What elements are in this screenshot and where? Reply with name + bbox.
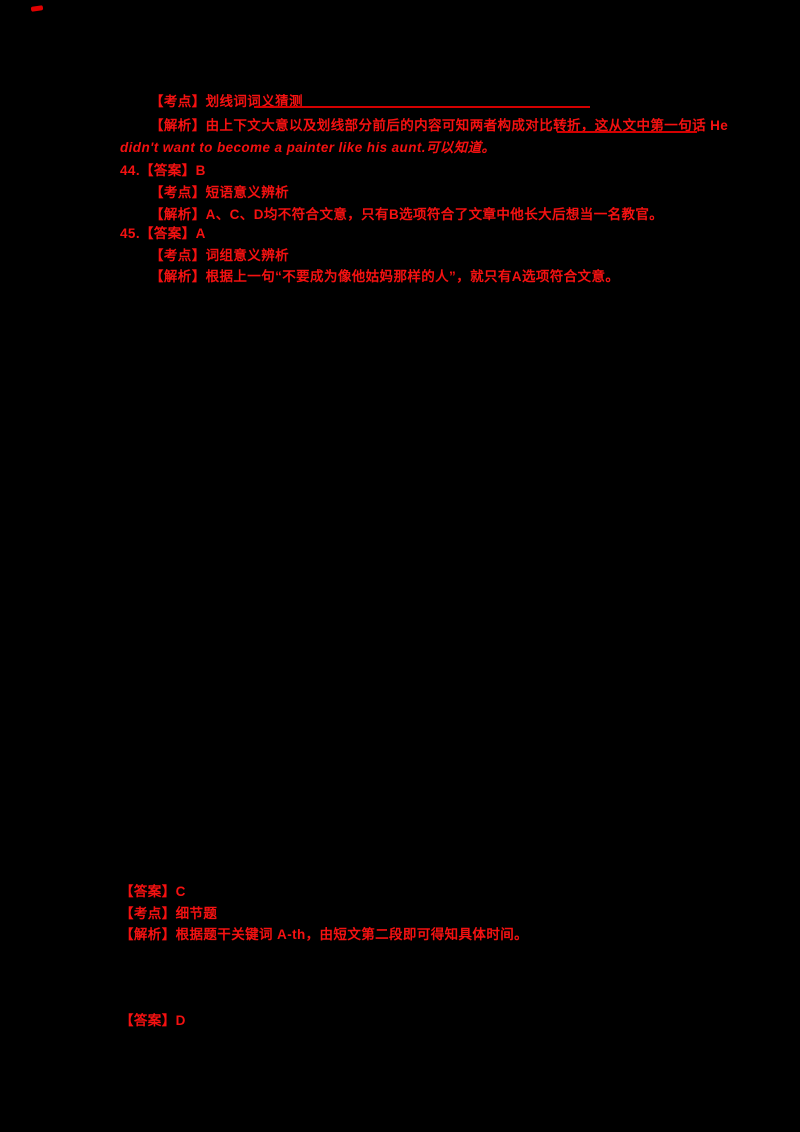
bottom-answer-line: 【答案】D	[120, 1013, 186, 1028]
q43-jiexi-line-2: didn't want to become a painter like his…	[120, 140, 496, 155]
q44-jiexi-line: 【解析】A、C、D均不符合文意，只有B选项符合了文章中他长大后想当一名教官。	[150, 207, 664, 222]
lower-answer-line: 【答案】C	[120, 884, 186, 899]
q43-jiexi-line-1: 【解析】由上下文大意以及划线部分前后的内容可知两者构成对比转折，这从文中第一句话…	[150, 118, 729, 133]
lower-jiexi-line: 【解析】根据题干关键词 A-th，由短文第二段即可得知具体时间。	[120, 927, 529, 942]
lower-kaodian-line: 【考点】细节题	[120, 906, 218, 921]
q45-kaodian-line: 【考点】词组意义辨析	[150, 248, 289, 263]
q44-kaodian-line: 【考点】短语意义辨析	[150, 185, 289, 200]
q45-jiexi-line: 【解析】根据上一句“不要成为像他姑妈那样的人”，就只有A选项符合文意。	[150, 269, 620, 284]
underline-after-kaodian	[254, 106, 590, 108]
q45-answer-line: 45.【答案】A	[120, 226, 206, 241]
corner-mark	[30, 5, 44, 12]
underline-quoted-sentence	[557, 131, 697, 133]
q44-answer-line: 44.【答案】B	[120, 163, 206, 178]
q43-kaodian-line: 【考点】划线词词义猜测	[150, 94, 303, 109]
